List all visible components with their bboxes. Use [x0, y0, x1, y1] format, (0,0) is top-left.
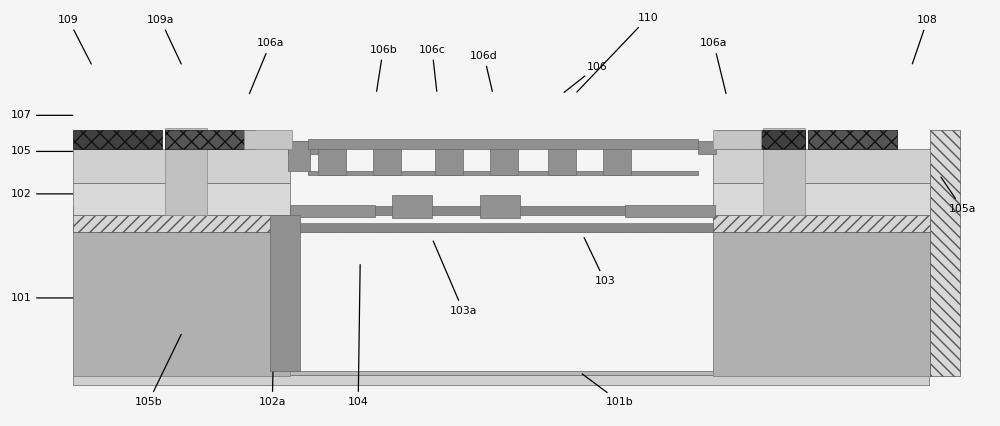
- Text: 105b: 105b: [135, 334, 181, 407]
- Bar: [270, 215, 300, 371]
- Bar: [715, 130, 805, 149]
- Text: 108: 108: [912, 15, 938, 64]
- Bar: [308, 170, 698, 175]
- Bar: [290, 223, 715, 232]
- Bar: [373, 149, 401, 175]
- Bar: [480, 195, 520, 218]
- Bar: [73, 224, 930, 232]
- Bar: [290, 205, 375, 217]
- Bar: [625, 205, 715, 217]
- Text: 109a: 109a: [147, 15, 181, 64]
- Bar: [435, 149, 463, 175]
- Bar: [548, 149, 576, 175]
- Bar: [288, 141, 326, 153]
- Bar: [808, 130, 897, 149]
- Bar: [165, 130, 255, 149]
- Bar: [244, 130, 292, 149]
- Bar: [73, 183, 290, 215]
- Text: 104: 104: [348, 265, 369, 407]
- Text: 103: 103: [584, 238, 615, 286]
- Text: 106a: 106a: [700, 38, 727, 94]
- Bar: [73, 232, 290, 377]
- Bar: [713, 149, 930, 183]
- Text: 102: 102: [10, 189, 73, 199]
- Text: 101: 101: [10, 293, 73, 303]
- Bar: [763, 128, 805, 215]
- Bar: [73, 206, 930, 215]
- Text: 101b: 101b: [582, 374, 634, 407]
- Text: 103a: 103a: [433, 241, 477, 316]
- Bar: [930, 130, 960, 377]
- Text: 106: 106: [564, 61, 607, 92]
- Bar: [318, 149, 346, 175]
- Bar: [713, 232, 930, 377]
- Text: 107: 107: [10, 110, 73, 120]
- Bar: [73, 371, 929, 375]
- Text: 106b: 106b: [369, 45, 397, 91]
- Bar: [73, 374, 929, 385]
- Bar: [698, 141, 716, 153]
- Bar: [73, 215, 290, 232]
- Bar: [73, 149, 290, 183]
- Text: 109: 109: [58, 15, 91, 64]
- Bar: [288, 141, 310, 170]
- Bar: [713, 130, 761, 149]
- Bar: [308, 139, 698, 149]
- Bar: [165, 128, 207, 215]
- Text: 106d: 106d: [470, 51, 498, 92]
- Text: 105a: 105a: [941, 177, 976, 214]
- Text: 105: 105: [10, 147, 73, 156]
- Text: 110: 110: [577, 13, 658, 92]
- Bar: [73, 130, 162, 149]
- Bar: [713, 183, 930, 215]
- Text: 106c: 106c: [419, 45, 445, 91]
- Bar: [392, 195, 432, 218]
- Text: 102a: 102a: [259, 267, 286, 407]
- Bar: [490, 149, 518, 175]
- Bar: [603, 149, 631, 175]
- Bar: [713, 215, 930, 232]
- Text: 106a: 106a: [249, 38, 284, 94]
